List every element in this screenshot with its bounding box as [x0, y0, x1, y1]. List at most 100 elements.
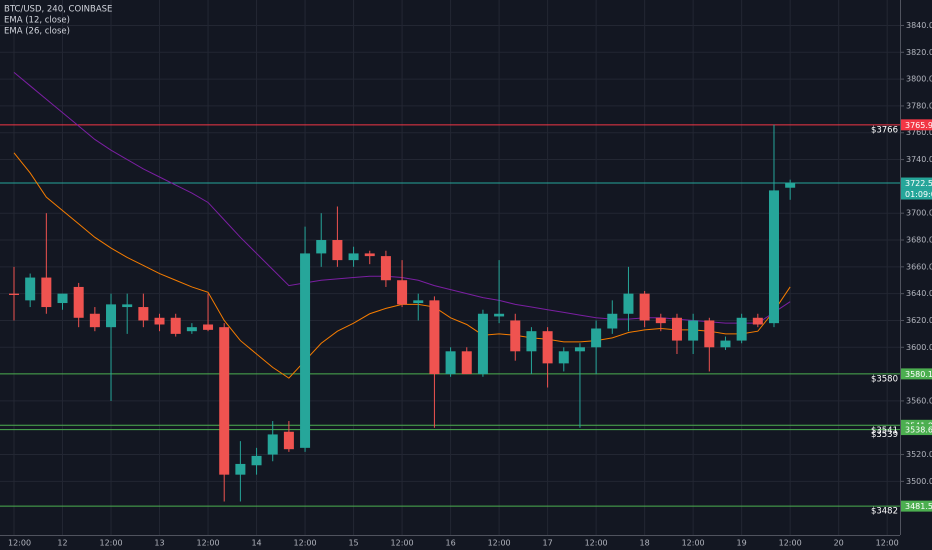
y-tick-label: 3500.00 — [906, 477, 932, 486]
x-tick-label: 12:00 — [294, 539, 317, 548]
candle-body — [106, 304, 117, 328]
candle-body — [736, 317, 747, 341]
level-tag: $3580 — [871, 374, 898, 384]
candle-body — [122, 304, 133, 308]
candle-body — [461, 351, 472, 375]
candle-body — [219, 327, 230, 475]
y-tick-label: 3620.00 — [906, 316, 932, 325]
countdown: 01:09:05 — [905, 190, 932, 199]
candle-body — [591, 328, 602, 348]
x-tick-label: 18 — [640, 539, 650, 548]
candle-body — [170, 317, 181, 334]
y-tick-label: 3660.00 — [906, 262, 932, 271]
countdown-box — [901, 188, 932, 200]
candle-body — [41, 277, 52, 308]
plot — [0, 72, 900, 507]
x-tick-label: 19 — [737, 539, 747, 548]
x-tick-label: 17 — [543, 539, 553, 548]
y-tick-label: 3600.00 — [906, 343, 932, 352]
candle-body — [25, 277, 36, 301]
price-tag — [901, 424, 932, 436]
candle-body — [397, 280, 408, 305]
candle-body — [154, 317, 165, 325]
x-tick-label: 12:00 — [197, 539, 220, 548]
candle-body — [526, 331, 537, 352]
x-tick-label: 16 — [445, 539, 455, 548]
level-tag: $3541 — [871, 426, 898, 436]
candle-body — [316, 240, 327, 254]
candle-body — [655, 317, 666, 324]
level-tag: $3482 — [871, 507, 898, 517]
x-tick-label: 12 — [57, 539, 67, 548]
y-tick-label: 3820.00 — [906, 48, 932, 57]
price-tag — [901, 177, 932, 189]
candle-body — [510, 320, 521, 352]
candle-body — [283, 431, 294, 450]
y-tick-label: 3700.00 — [906, 209, 932, 218]
candle-body — [720, 340, 731, 348]
candle-body — [138, 307, 149, 321]
candle-body — [671, 317, 682, 341]
candle-body — [413, 300, 424, 304]
x-tick-label: 12:00 — [99, 539, 122, 548]
legend-title: BTC/USD, 240, COINBASE — [4, 5, 112, 15]
candle-body — [704, 320, 715, 348]
candle-body — [688, 320, 699, 341]
price-tag — [901, 119, 932, 131]
price-tag-label: 3722.50 — [905, 179, 932, 188]
candle-body — [203, 324, 214, 330]
candle-body — [542, 331, 553, 364]
price-tag-label: 3580.16 — [905, 370, 932, 379]
x-tick-label: 15 — [348, 539, 358, 548]
candle-body — [235, 463, 246, 475]
x-tick-label: 13 — [154, 539, 164, 548]
level-tag: $3766 — [871, 125, 898, 135]
candle-body — [445, 351, 456, 375]
candle-body — [73, 286, 84, 318]
candle-body — [364, 253, 375, 257]
x-tick-label: 12:00 — [488, 539, 511, 548]
candle-body — [574, 347, 585, 352]
candle-body — [429, 300, 440, 375]
y-tick-label: 3740.00 — [906, 155, 932, 164]
candle-body — [639, 293, 650, 321]
y-tick-label: 3800.00 — [906, 75, 932, 84]
candle-body — [332, 240, 343, 261]
price-tag — [901, 368, 932, 380]
price-tag — [901, 500, 932, 512]
candle-body — [251, 455, 262, 466]
candle-body — [9, 293, 19, 295]
candle-body — [380, 256, 391, 281]
candle-body — [89, 313, 100, 328]
candle-body — [607, 313, 618, 329]
legend-entry: EMA (26, close) — [4, 27, 70, 37]
level-tag: $3539 — [871, 430, 898, 440]
x-tick-label: 12:00 — [876, 539, 899, 548]
legend-entry: EMA (12, close) — [4, 16, 70, 26]
candle-body — [57, 293, 68, 304]
y-tick-label: 3780.00 — [906, 101, 932, 110]
y-tick-label: 3680.00 — [906, 236, 932, 245]
grid — [0, 0, 900, 535]
price-tag-label: 3481.54 — [905, 502, 932, 511]
axes: 3500.00 3520.00 3560.00 3600.00 3620.00 3640.… — [8, 21, 932, 548]
price-tag-label: 3765.90 — [905, 121, 932, 130]
candle-body — [768, 190, 779, 324]
candle-body — [186, 327, 197, 332]
candle-body — [494, 313, 505, 317]
x-tick-label: 12:00 — [8, 539, 31, 548]
candle-body — [623, 293, 634, 314]
candle-body — [300, 253, 311, 448]
x-tick-label: 12:00 — [585, 539, 608, 548]
y-tick-label: 3520.00 — [906, 450, 932, 459]
candle-body — [785, 183, 796, 188]
x-tick-label: 20 — [834, 539, 844, 548]
candle-body — [752, 317, 763, 325]
candle-body — [267, 434, 278, 455]
y-tick-label: 3840.00 — [906, 21, 932, 30]
x-tick-label: 12:00 — [682, 539, 705, 548]
candle-body — [558, 351, 569, 364]
x-tick-label: 12:00 — [779, 539, 802, 548]
